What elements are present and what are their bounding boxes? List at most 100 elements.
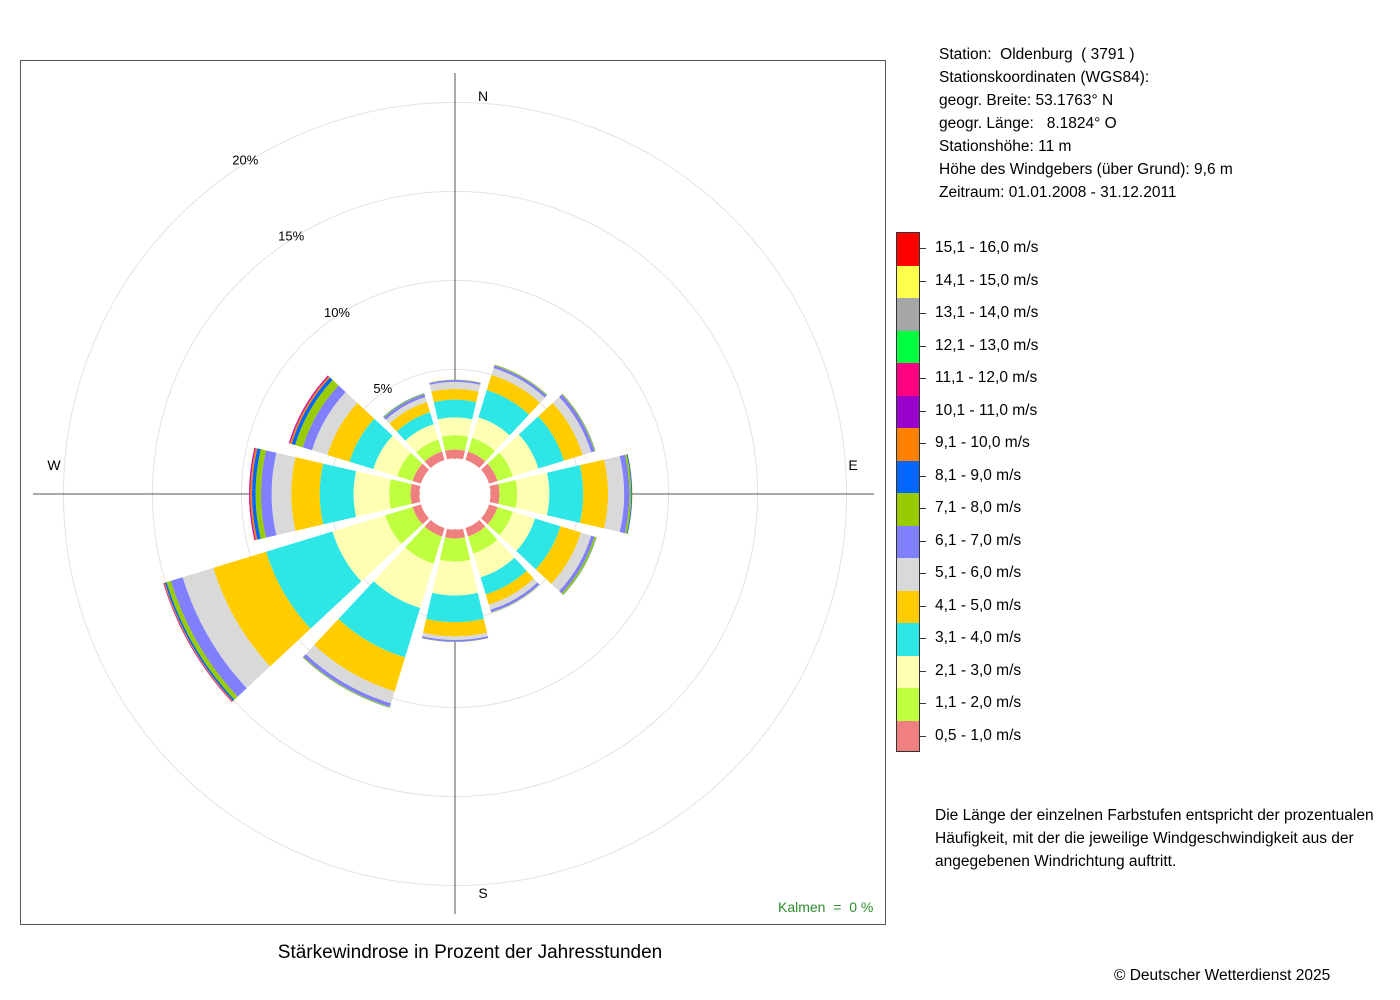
station-elevation: Stationshöhe: 11 m bbox=[939, 138, 1072, 155]
legend-swatch bbox=[897, 363, 919, 396]
legend-tick bbox=[920, 508, 926, 510]
legend-tick bbox=[920, 378, 926, 380]
sector-180-class-5 bbox=[422, 618, 488, 637]
sector-60-class-7 bbox=[559, 394, 595, 453]
sector-150-class-3 bbox=[473, 539, 515, 578]
sector-0-class-5 bbox=[431, 388, 479, 403]
sector-180-class-3 bbox=[432, 559, 478, 596]
legend-label: 13,1 - 14,0 m/s bbox=[935, 304, 1039, 322]
legend-tick bbox=[920, 345, 926, 347]
sector-150-class-6 bbox=[488, 578, 538, 610]
chart-title: Stärkewindrose in Prozent der Jahresstun… bbox=[277, 942, 663, 963]
sector-120-class-4 bbox=[516, 518, 561, 570]
sector-30-class-4 bbox=[478, 390, 530, 436]
sector-90-class-7 bbox=[619, 454, 630, 534]
legend-tick bbox=[920, 670, 926, 672]
copyright: © Deutscher Wetterdienst 2025 bbox=[1114, 967, 1331, 984]
ring-label: 5% bbox=[373, 381, 392, 396]
sector-300-class-7 bbox=[302, 385, 346, 451]
sector-30-class-6 bbox=[491, 368, 545, 403]
sector-270-class-2 bbox=[389, 479, 412, 509]
sector-120-class-2 bbox=[487, 507, 513, 536]
legend-label: 12,1 - 13,0 m/s bbox=[935, 336, 1039, 354]
legend-swatch bbox=[897, 623, 919, 656]
sector-120-class-1 bbox=[481, 504, 498, 525]
sector-60-class-4 bbox=[518, 416, 564, 469]
calm-label: Kalmen = 0 % bbox=[778, 899, 874, 915]
legend-tick bbox=[920, 540, 926, 542]
sector-60-class-5 bbox=[538, 402, 583, 461]
sector-150-class-7 bbox=[490, 582, 540, 613]
sector-180-class-7 bbox=[421, 636, 489, 642]
legend-tick bbox=[920, 313, 926, 315]
sector-330-class-5 bbox=[389, 402, 431, 432]
sector-0-class-6 bbox=[429, 381, 481, 392]
sector-270-class-9 bbox=[252, 448, 261, 540]
legend-tick bbox=[920, 573, 926, 575]
sector-300-class-4 bbox=[349, 418, 393, 470]
sector-300-class-6 bbox=[312, 392, 358, 455]
sector-180-class-1 bbox=[444, 528, 466, 539]
sector-180-class-2 bbox=[439, 537, 471, 562]
sector-270-class-3 bbox=[353, 471, 391, 517]
explanation-note: Die Länge der einzelnen Farbstufen entsp… bbox=[935, 807, 1374, 870]
sector-270-class-11 bbox=[249, 447, 256, 541]
sector-120-class-5 bbox=[535, 526, 581, 584]
compass-east-label: E bbox=[848, 457, 857, 473]
legend-label: 8,1 - 9,0 m/s bbox=[935, 466, 1022, 484]
sector-270-class-1 bbox=[410, 483, 421, 505]
legend-swatch bbox=[897, 330, 919, 363]
ring-label: 10% bbox=[324, 305, 350, 320]
sector-240-class-8 bbox=[166, 580, 238, 700]
compass-north-label: N bbox=[478, 88, 488, 104]
sector-90-class-4 bbox=[546, 465, 584, 523]
sector-240-class-2 bbox=[385, 507, 423, 544]
sector-210-class-1 bbox=[424, 520, 445, 537]
legend-label: 7,1 - 8,0 m/s bbox=[935, 499, 1022, 517]
station-name: Station: Oldenburg ( 3791 ) bbox=[939, 46, 1135, 63]
center-hole bbox=[419, 458, 491, 530]
sector-90-class-9 bbox=[626, 454, 633, 534]
sector-90-class-5 bbox=[579, 459, 609, 529]
sector-210-class-4 bbox=[338, 581, 421, 658]
sector-210-class-7 bbox=[303, 654, 391, 707]
sector-270-class-7 bbox=[260, 450, 277, 538]
sector-120-class-8 bbox=[561, 536, 597, 595]
legend-tick bbox=[920, 605, 926, 607]
legend-swatch bbox=[897, 428, 919, 461]
sector-330-class-7 bbox=[383, 394, 426, 420]
sector-0-class-8 bbox=[429, 379, 481, 383]
legend-swatch bbox=[897, 720, 919, 751]
legend-tick bbox=[920, 735, 926, 737]
sector-240-class-7 bbox=[170, 577, 247, 697]
sector-210-class-6 bbox=[305, 645, 395, 704]
sector-60-class-2 bbox=[487, 452, 513, 481]
sector-150-class-2 bbox=[468, 526, 498, 554]
sector-270-class-10 bbox=[250, 447, 258, 541]
sector-90-class-8 bbox=[624, 454, 632, 534]
sector-60-class-1 bbox=[481, 463, 498, 484]
sector-330-class-1 bbox=[424, 451, 445, 468]
sector-240-class-1 bbox=[412, 504, 429, 525]
sector-210-class-3 bbox=[373, 547, 434, 609]
sector-300-class-9 bbox=[291, 377, 333, 446]
legend-swatch bbox=[897, 590, 919, 623]
legend-tick bbox=[920, 248, 926, 250]
legend-swatch bbox=[897, 493, 919, 526]
sector-30-class-3 bbox=[472, 417, 510, 452]
sector-240-class-3 bbox=[332, 515, 402, 582]
sector-300-class-8 bbox=[294, 379, 339, 448]
sector-0-class-3 bbox=[437, 417, 473, 437]
legend-label: 2,1 - 3,0 m/s bbox=[935, 661, 1022, 679]
legend-swatch bbox=[897, 395, 919, 428]
sector-90-class-3 bbox=[515, 472, 550, 516]
legend-color-bar bbox=[896, 232, 920, 752]
sector-120-class-7 bbox=[559, 535, 595, 594]
sector-0-class-7 bbox=[429, 380, 481, 385]
sector-300-class-1 bbox=[412, 463, 429, 484]
legend-tick bbox=[920, 703, 926, 705]
ring-label: 15% bbox=[278, 229, 304, 244]
sector-270-class-12 bbox=[249, 447, 255, 541]
sector-90-class-10 bbox=[627, 454, 633, 534]
sector-30-class-7 bbox=[493, 365, 547, 398]
